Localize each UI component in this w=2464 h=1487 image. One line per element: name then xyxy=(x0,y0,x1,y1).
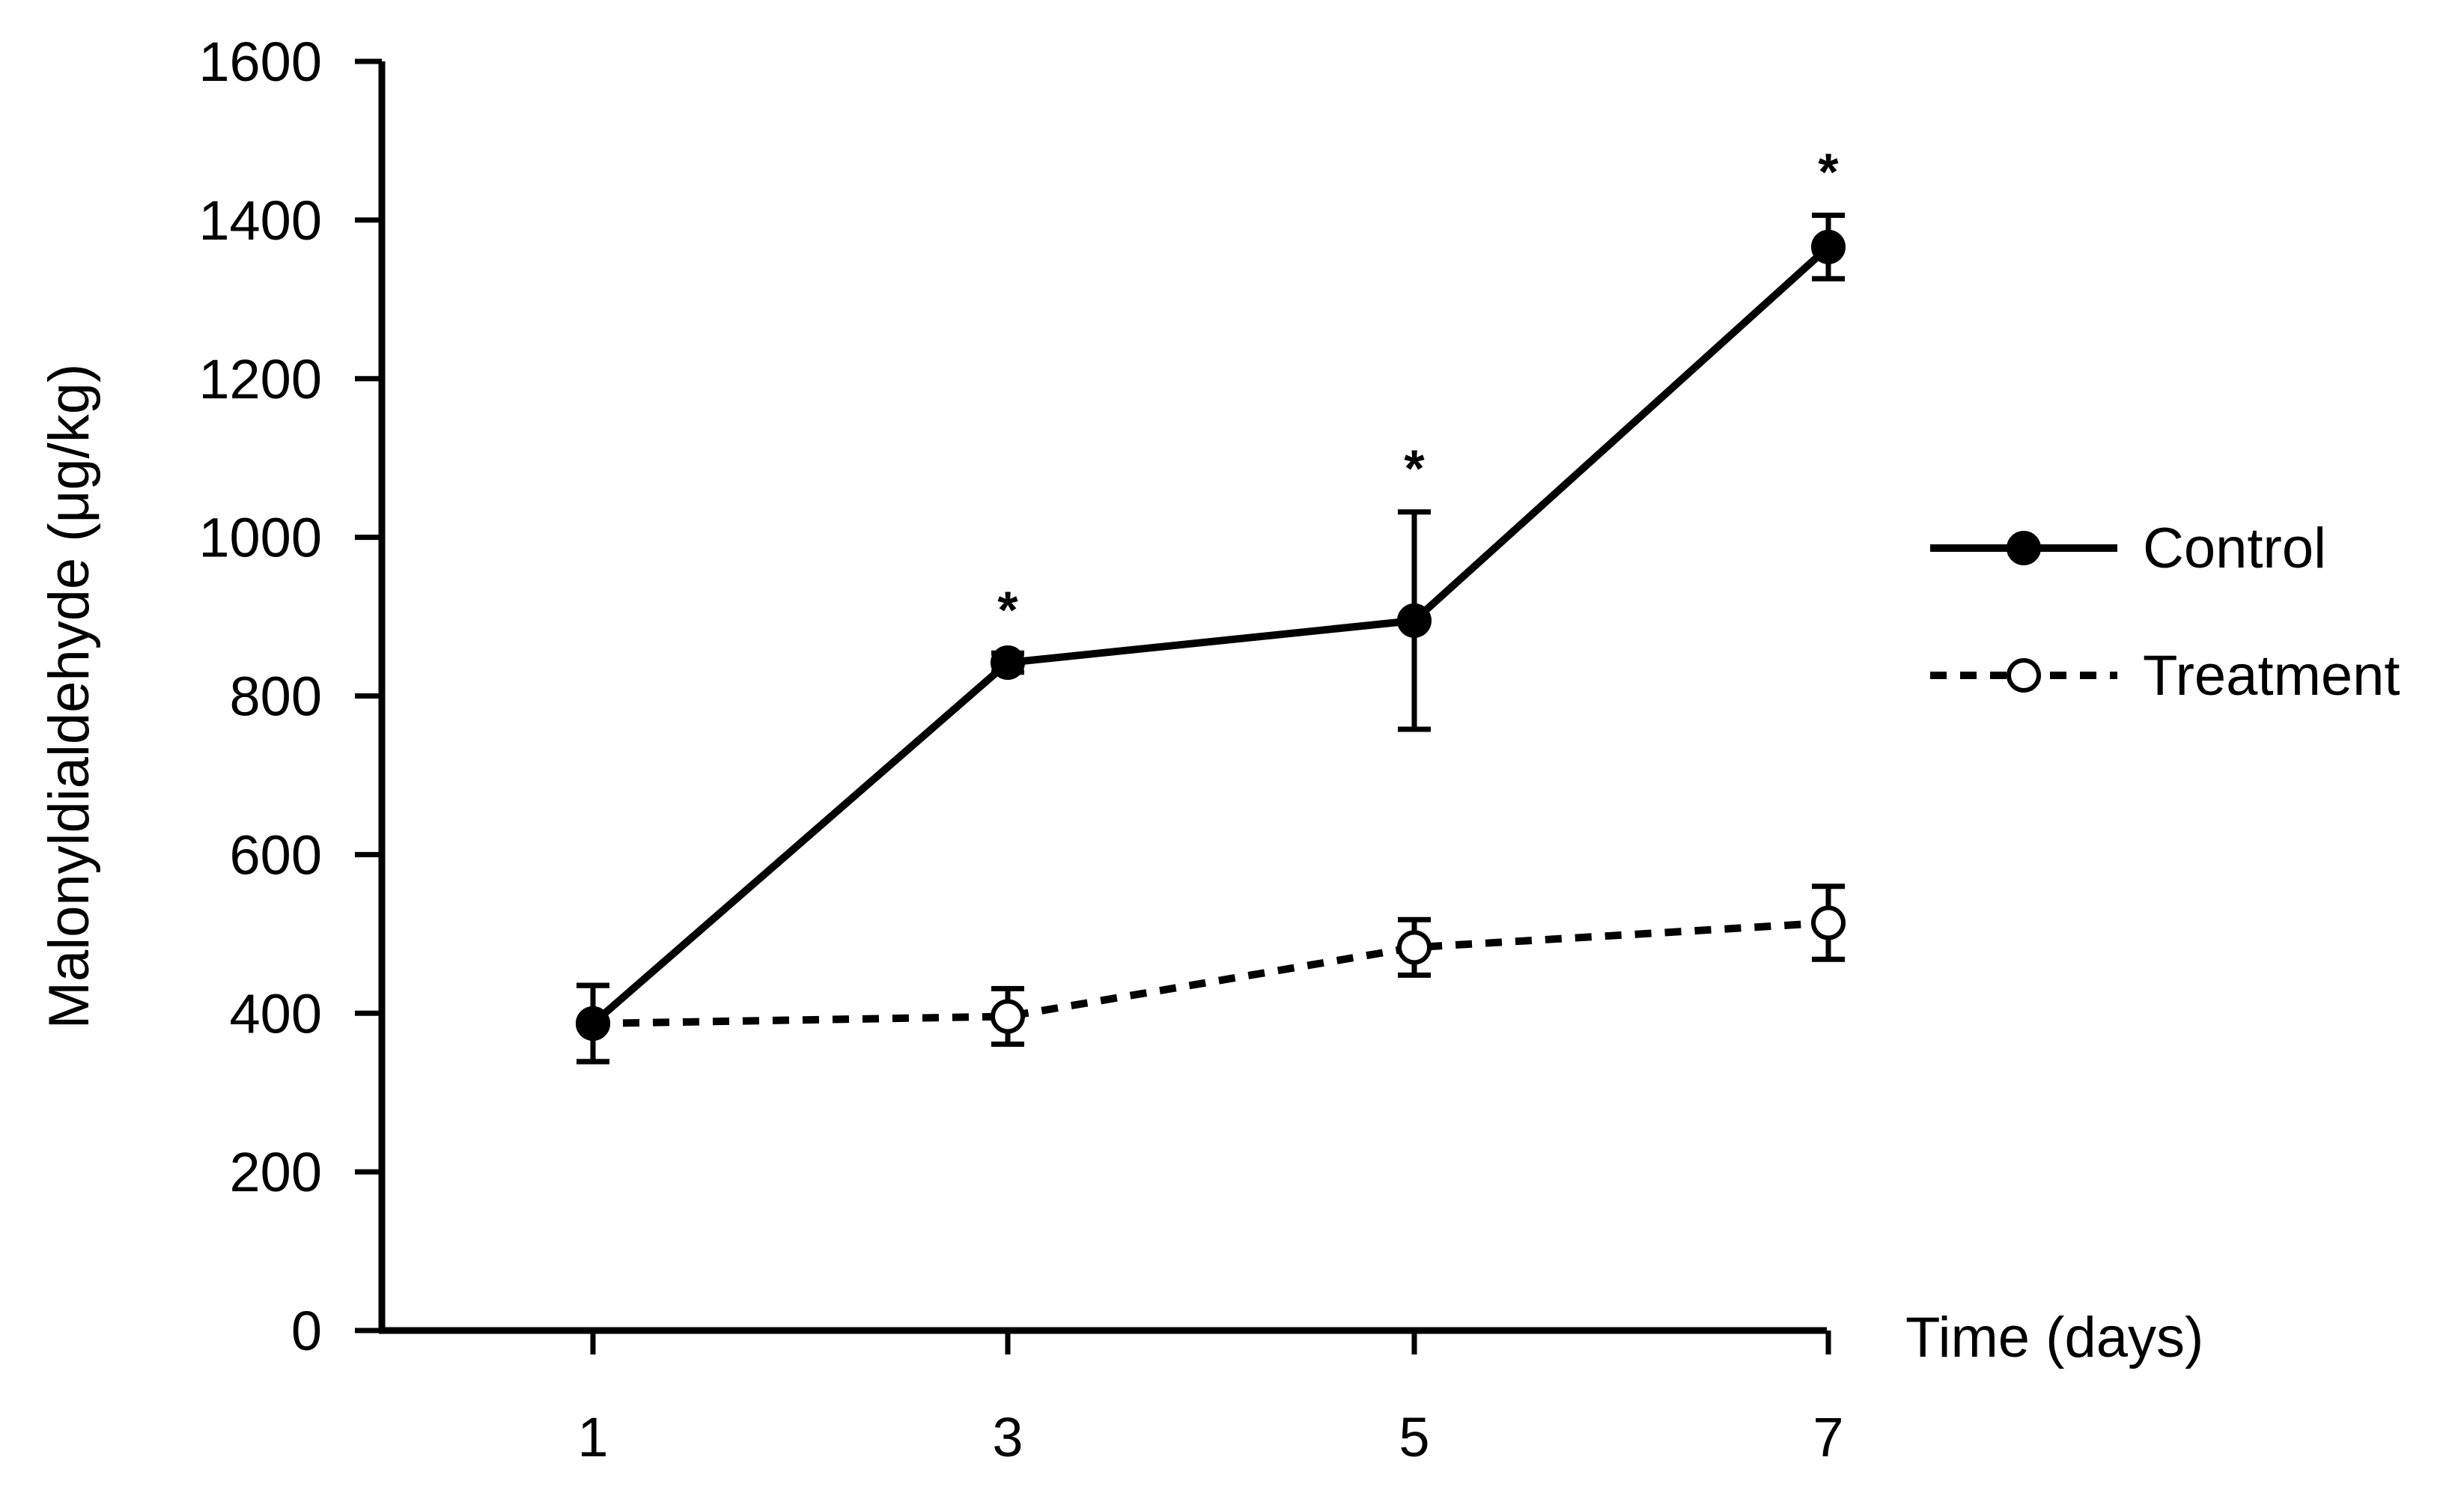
significance-asterisk: * xyxy=(997,580,1018,639)
y-tick-label: 0 xyxy=(291,1300,322,1362)
y-tick-label: 1400 xyxy=(198,189,322,252)
y-tick-label: 200 xyxy=(230,1141,322,1203)
control-data-point xyxy=(991,645,1025,681)
legend-treatment-label: Treatment xyxy=(2143,644,2400,708)
control-series-line xyxy=(590,244,1831,1027)
y-tick-label: 1600 xyxy=(198,31,322,93)
control-data-point xyxy=(1397,603,1432,638)
significance-asterisk: * xyxy=(1818,143,1839,201)
significance-asterisk: * xyxy=(1404,440,1425,498)
x-tick-label: 5 xyxy=(1399,1406,1429,1468)
legend-control-label: Control xyxy=(2143,517,2326,580)
control-data-point xyxy=(576,1006,610,1041)
legend: Control Treatment xyxy=(1930,517,2400,708)
treatment-data-point xyxy=(1811,905,1846,940)
y-tick-label: 1200 xyxy=(198,348,322,410)
y-axis-ticks: 0 200 400 600 800 1000 1200 1400 1600 xyxy=(198,31,382,1362)
x-tick-label: 7 xyxy=(1813,1406,1843,1468)
y-tick-label: 800 xyxy=(230,666,322,728)
legend-control-marker xyxy=(2007,531,2041,565)
y-tick-label: 1000 xyxy=(198,507,322,569)
treatment-data-point xyxy=(991,999,1025,1034)
treatment-series-line xyxy=(592,919,1829,1028)
x-tick-label: 3 xyxy=(992,1406,1023,1468)
x-axis-label: Time (days) xyxy=(1905,1306,2203,1369)
y-axis-label: Malonyldialdehyde (μg/kg) xyxy=(37,364,101,1030)
control-data-point xyxy=(1811,229,1846,264)
series-layer xyxy=(576,213,1846,1065)
axes xyxy=(378,61,1827,1334)
y-tick-label: 400 xyxy=(230,982,322,1044)
x-tick-label: 1 xyxy=(577,1406,608,1468)
treatment-data-point xyxy=(1397,930,1432,965)
y-tick-label: 600 xyxy=(230,824,322,886)
significance-annotations: * * * xyxy=(997,143,1839,639)
x-axis-ticks: 1 3 5 7 xyxy=(577,1331,1844,1468)
legend-treatment-marker xyxy=(2007,658,2041,693)
